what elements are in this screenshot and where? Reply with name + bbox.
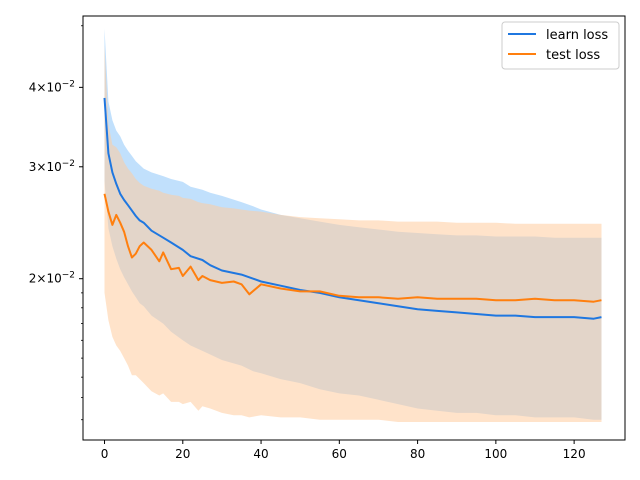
legend: learn loss test loss [501, 21, 620, 70]
x-axis: 0 20 40 60 80 100 120 [101, 440, 586, 461]
x-tick-label-20: 20 [175, 447, 190, 461]
legend-label-test-loss: test loss [546, 48, 600, 63]
band-test-loss [104, 45, 602, 423]
series-lines [103, 97, 602, 320]
x-tick-label-100: 100 [484, 447, 507, 461]
legend-label-learn-loss: learn loss [546, 28, 608, 43]
y-tick-label-0: 2×10−2 [29, 271, 75, 286]
x-tick-label-40: 40 [253, 447, 268, 461]
x-tick-label-120: 120 [563, 447, 586, 461]
x-tick-label-0: 0 [101, 447, 109, 461]
x-tick-label-60: 60 [332, 447, 347, 461]
axes-frame [82, 15, 626, 441]
plot-area [82, 15, 626, 441]
y-tick-label-2: 4×10−2 [29, 79, 75, 94]
y-axis: 2×10−2 3×10−2 4×10−2 [29, 25, 83, 421]
y-tick-label-1: 3×10−2 [29, 159, 75, 174]
confidence-bands [104, 28, 602, 423]
line-test-loss [103, 193, 602, 303]
x-tick-label-80: 80 [410, 447, 425, 461]
line-learn-loss [103, 97, 602, 320]
